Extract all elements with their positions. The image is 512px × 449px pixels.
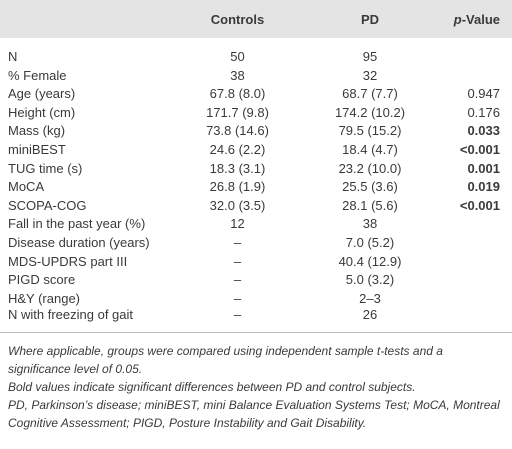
cell: 18.4 (4.7)	[342, 141, 398, 157]
footnote: Bold values indicate significant differe…	[8, 380, 416, 394]
cell: 25.5 (3.6)	[342, 179, 398, 195]
cell: 7.0 (5.2)	[345, 234, 395, 250]
cell: –	[233, 272, 242, 288]
table-row: Disease duration (years) – 7.0 (5.2)	[0, 234, 512, 253]
significant-value: <0.001	[459, 197, 500, 213]
footnote: Where applicable, groups were compared u…	[8, 344, 443, 376]
cell: 40.4 (12.9)	[338, 253, 402, 269]
table-row: MDS-UPDRS part III – 40.4 (12.9)	[0, 253, 512, 272]
row-label: Age (years)	[8, 86, 76, 102]
cell: 95	[362, 49, 378, 64]
row-label: MDS-UPDRS part III	[8, 253, 128, 269]
cell	[440, 253, 512, 272]
table-row: Height (cm) 171.7 (9.8) 174.2 (10.2) 0.176	[0, 104, 512, 123]
row-label: TUG time (s)	[8, 160, 83, 176]
significant-value: <0.001	[459, 141, 500, 157]
cell	[440, 290, 512, 309]
table-row: N 50 95	[0, 48, 512, 67]
header-text: p	[453, 11, 462, 27]
cell: 174.2 (10.2)	[334, 104, 406, 120]
cell: 12	[230, 216, 245, 232]
cell	[440, 67, 512, 86]
header-row: Controls PD p-Value	[0, 0, 512, 38]
row-label: H&Y (range)	[8, 290, 81, 306]
table-row: N with freezing of gait –26	[0, 308, 512, 334]
row-label: N	[8, 49, 18, 64]
cell: 50	[230, 49, 245, 64]
header-cell: Controls	[210, 11, 265, 27]
row-label: % Female	[8, 67, 67, 83]
cell	[440, 308, 512, 334]
row-label: miniBEST	[8, 141, 66, 157]
cell: 23.2 (10.0)	[338, 160, 402, 176]
cell	[440, 234, 512, 253]
table-row: miniBEST 24.6 (2.2) 18.4 (4.7) <0.001	[0, 141, 512, 160]
cell: 68.7 (7.7)	[342, 86, 398, 102]
cell: 28.1 (5.6)	[342, 197, 398, 213]
cell: 38	[362, 216, 378, 232]
row-label: N with freezing of gait	[0, 308, 175, 334]
significant-value: 0.019	[467, 179, 500, 195]
cell: 79.5 (15.2)	[338, 123, 402, 139]
table-row: Mass (kg) 73.8 (14.6) 79.5 (15.2) 0.033	[0, 122, 512, 141]
cell: –	[233, 234, 242, 250]
cell: 0.001	[440, 160, 512, 179]
data-table: Controls PD p-Value N 50 95 % Female 38 32 Age (…	[0, 0, 512, 334]
row-label: Mass (kg)	[8, 123, 66, 139]
cell: 5.0 (3.2)	[345, 272, 395, 288]
table-row: MoCA 26.8 (1.9) 25.5 (3.6) 0.019	[0, 178, 512, 197]
table-row: PIGD score – 5.0 (3.2)	[0, 271, 512, 290]
cell	[440, 271, 512, 290]
cell: –	[175, 308, 300, 334]
cell: 26.8 (1.9)	[209, 179, 266, 195]
cell: 32	[362, 67, 378, 83]
table-row: TUG time (s) 18.3 (3.1) 23.2 (10.0) 0.001	[0, 160, 512, 179]
row-label: SCOPA-COG	[8, 197, 87, 213]
row-label: Height (cm)	[8, 104, 76, 120]
cell: –	[233, 290, 242, 306]
header-cell: PD	[360, 11, 380, 27]
cell: 18.3 (3.1)	[209, 160, 266, 176]
cell: 0.019	[440, 178, 512, 197]
cell: –	[233, 253, 242, 269]
footnotes: Where applicable, groups were compared u…	[8, 342, 508, 432]
table-row: % Female 38 32	[0, 67, 512, 86]
row-label: Disease duration (years)	[8, 234, 150, 250]
table-row: H&Y (range) – 2–3	[0, 290, 512, 309]
cell: 2–3	[359, 290, 381, 306]
cell: 0.176	[467, 104, 500, 120]
table-row: SCOPA-COG 32.0 (3.5) 28.1 (5.6) <0.001	[0, 197, 512, 216]
cell: 171.7 (9.8)	[206, 104, 269, 120]
row-label: PIGD score	[8, 272, 76, 288]
cell: 0.033	[440, 122, 512, 141]
cell: 24.6 (2.2)	[209, 141, 266, 157]
cell: <0.001	[440, 197, 512, 216]
cell: 26	[300, 308, 440, 334]
cell: 67.8 (8.0)	[209, 86, 266, 102]
cell	[440, 215, 512, 234]
cell: 32.0 (3.5)	[209, 197, 266, 213]
table-row: Fall in the past year (%) 12 38	[0, 215, 512, 234]
cell: 0.947	[467, 86, 500, 102]
cell: 73.8 (14.6)	[206, 123, 269, 139]
footnote: PD, Parkinson’s disease; miniBEST, mini …	[8, 398, 500, 430]
significant-value: 0.033	[467, 123, 500, 139]
cell: <0.001	[440, 141, 512, 160]
table-row: Age (years) 67.8 (8.0) 68.7 (7.7) 0.947	[0, 85, 512, 104]
header-text: -Value	[461, 11, 500, 27]
cell: 38	[230, 67, 245, 83]
row-label: Fall in the past year (%)	[8, 216, 146, 232]
header-cell: p-Value	[440, 0, 512, 38]
row-label: MoCA	[8, 179, 45, 195]
cell	[440, 48, 512, 67]
header-cell	[0, 0, 175, 38]
significant-value: 0.001	[467, 160, 500, 176]
